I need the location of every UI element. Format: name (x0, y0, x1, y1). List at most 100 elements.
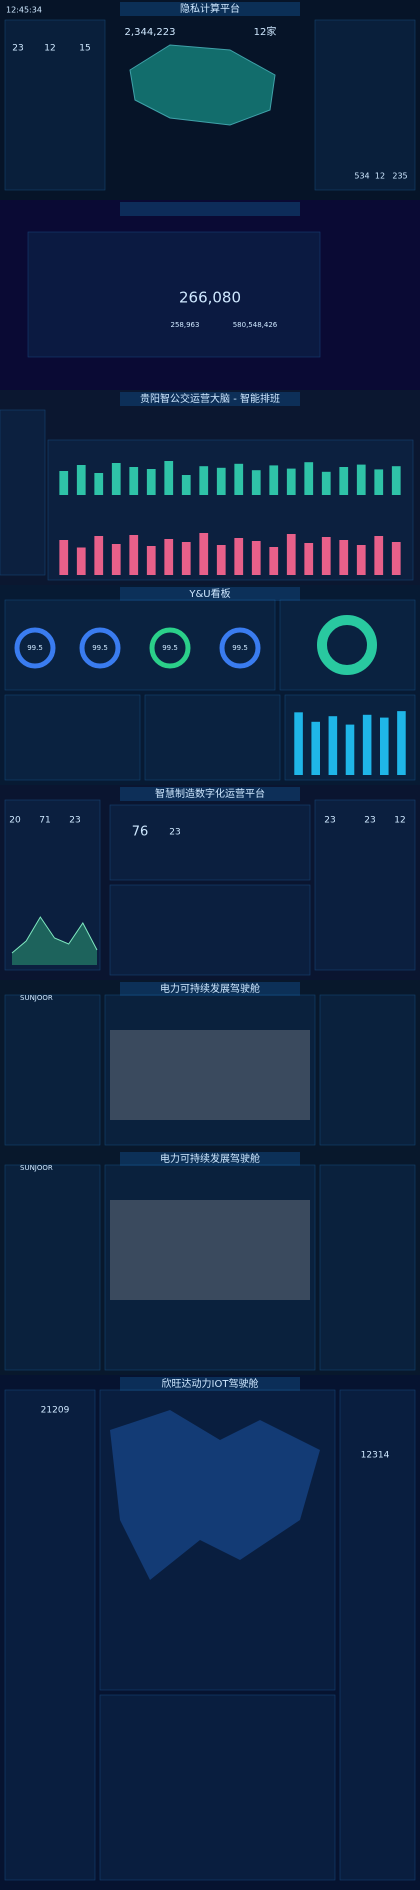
title-bar (120, 202, 300, 216)
line (11, 916, 98, 954)
bar (59, 471, 69, 495)
kpi: 12 (394, 816, 405, 826)
kpi: 71 (39, 816, 50, 826)
kpi: 23 (12, 44, 23, 54)
stat: 12家 (254, 25, 277, 38)
bar (304, 543, 314, 575)
kpi: 235 (392, 172, 407, 181)
bar (380, 717, 389, 775)
bar (94, 473, 104, 495)
title-bar (120, 2, 300, 16)
kpi: 21209 (41, 1406, 70, 1416)
kpi: 20 (9, 816, 21, 826)
bar (356, 464, 366, 495)
gauge-value: 99.5 (27, 644, 43, 652)
bar (164, 461, 174, 495)
screen-title: 电力可持续发展驾驶舱 (160, 982, 260, 995)
panel (4, 1164, 101, 1371)
screen-title: Y&U看板 (188, 587, 230, 600)
title-bar (120, 392, 300, 406)
screen-title: 电力可持续发展驾驶舱 (160, 1152, 260, 1165)
donut (317, 615, 377, 675)
bar (251, 470, 261, 495)
map-shape (129, 44, 276, 126)
title-bar (120, 1152, 300, 1166)
bar (397, 711, 406, 775)
panel (99, 1694, 336, 1881)
bar (181, 475, 191, 495)
gauge (14, 627, 56, 669)
panel (27, 231, 321, 358)
kpi: 534 (354, 172, 369, 181)
brand: SUNJOOR (20, 1164, 53, 1172)
bar (356, 545, 366, 575)
gauge-value: 99.5 (92, 644, 108, 652)
bar (339, 540, 349, 575)
bar (339, 467, 349, 495)
bar (321, 537, 331, 575)
screen-title: 隐私计算平台 (180, 2, 240, 15)
screen-title: 智慧制造数字化运营平台 (155, 787, 265, 800)
bar (216, 467, 226, 495)
bar (146, 469, 156, 495)
panel (0, 409, 46, 576)
bar (345, 724, 355, 775)
world-map (110, 1410, 320, 1580)
bar (164, 539, 174, 575)
title-bar (120, 982, 300, 996)
gauge-value: 99.5 (232, 644, 248, 652)
bar (321, 471, 331, 495)
kpi: 76 (132, 825, 149, 840)
bar (111, 463, 121, 495)
panel (4, 599, 276, 691)
stat: 580,548,426 (233, 321, 278, 329)
title-bar (120, 1377, 300, 1391)
bar (286, 468, 296, 495)
bar (94, 536, 104, 575)
panel (319, 994, 416, 1146)
panel (314, 799, 416, 971)
gauge (219, 627, 261, 669)
kpi: 12314 (361, 1451, 390, 1461)
bar (234, 538, 244, 575)
bar (328, 716, 338, 775)
gauge (149, 627, 191, 669)
bar (129, 535, 139, 575)
kpi: 12 (44, 44, 55, 54)
factory-image (110, 1200, 310, 1300)
bar (362, 714, 372, 775)
bar (304, 462, 314, 495)
title-bar (120, 787, 300, 801)
bar (391, 542, 401, 575)
panel (4, 694, 141, 781)
bar (146, 546, 156, 575)
panel (314, 19, 416, 191)
panel (144, 694, 281, 781)
brand: SUNJOOR (20, 994, 53, 1002)
bar (391, 466, 401, 495)
kpi: 23 (364, 816, 375, 826)
bar (269, 465, 279, 495)
panel (4, 1389, 96, 1881)
kpi: 23 (69, 816, 80, 826)
bar (199, 533, 209, 575)
panel (4, 19, 106, 191)
panel (47, 439, 414, 581)
kpi: 12 (375, 172, 385, 181)
bar (76, 465, 86, 495)
bar (251, 541, 261, 575)
panel (279, 599, 416, 691)
factory-image (110, 1030, 310, 1120)
bar (181, 542, 191, 575)
stat-large: 266,080 (179, 289, 241, 307)
bar (269, 547, 279, 575)
panel (4, 994, 101, 1146)
bar (311, 721, 320, 775)
stat: 258,963 (171, 321, 200, 329)
gauge-value: 99.5 (162, 644, 178, 652)
clock: 12:45:34 (6, 6, 42, 15)
bar (294, 712, 303, 775)
panel (339, 1389, 416, 1881)
